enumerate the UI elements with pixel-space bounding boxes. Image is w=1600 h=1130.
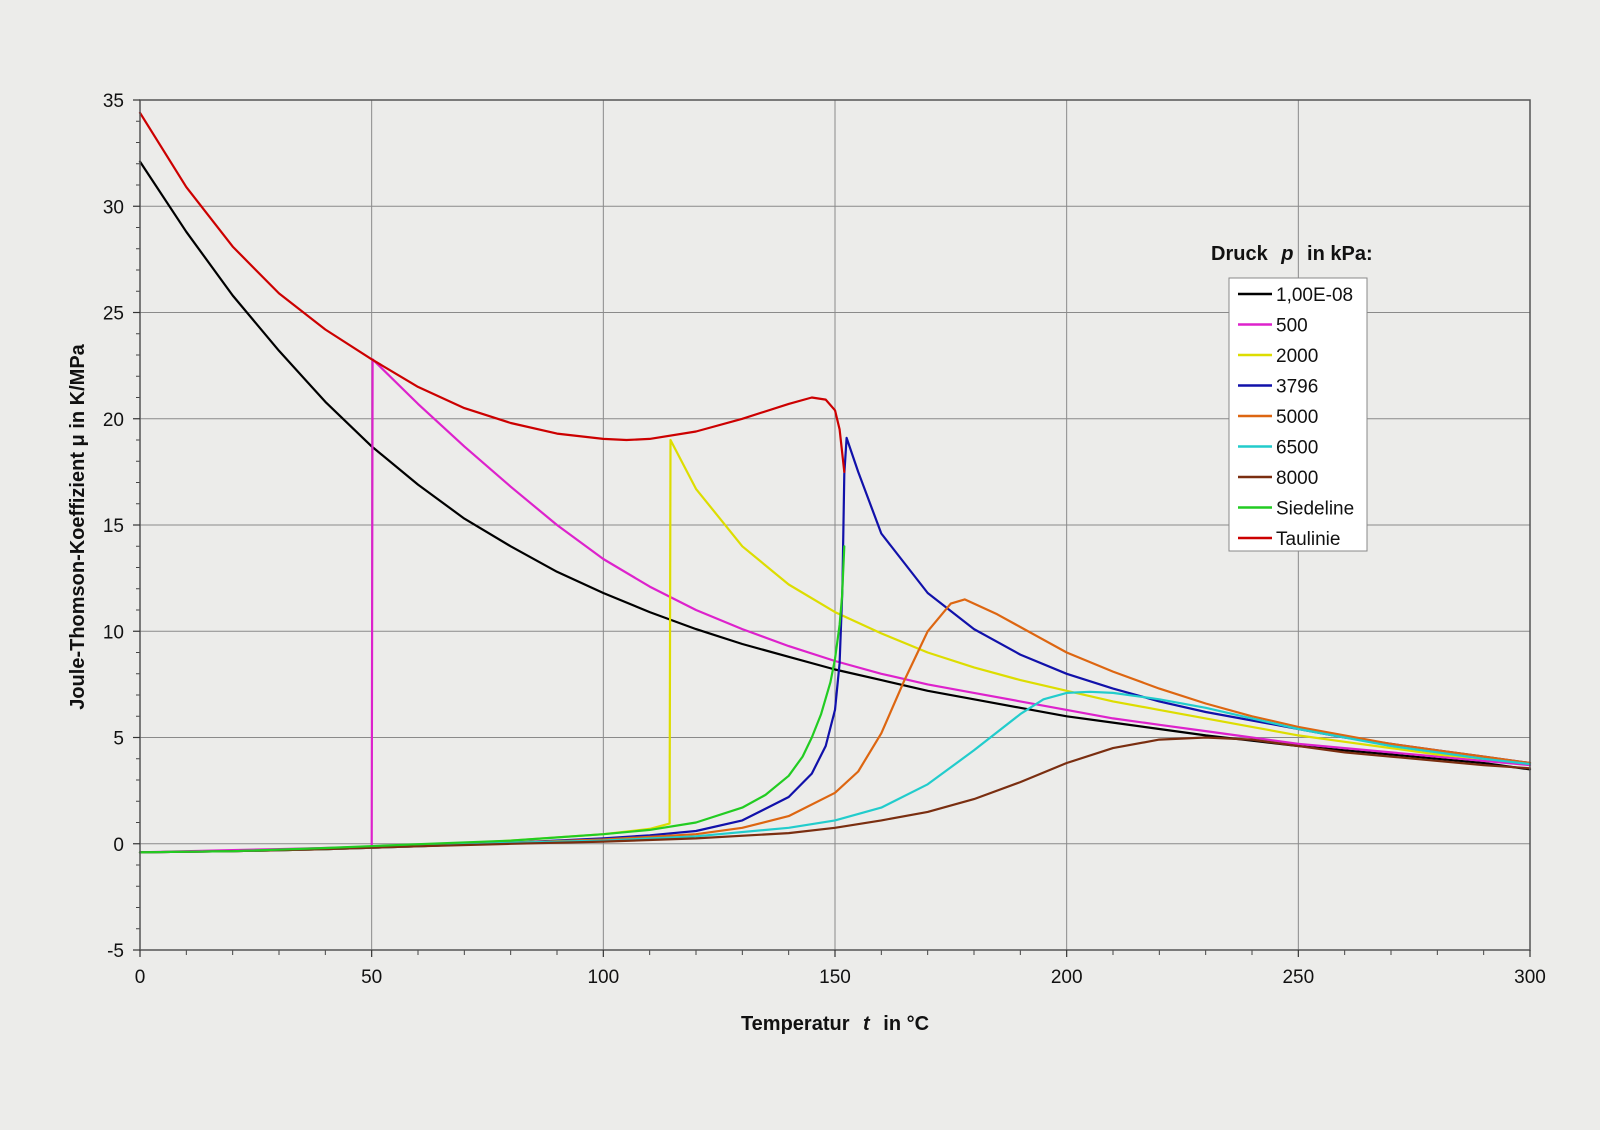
series-line-8 [138, 111, 846, 473]
series-line-6 [138, 736, 1532, 854]
legend-label: 500 [1276, 316, 1308, 337]
x-tick-label: 50 [361, 967, 382, 988]
legend: Druck p in kPa: 1,00E-08 500 2000 3796 5000 6… [1211, 243, 1373, 552]
legend-title-text: Druck [1211, 243, 1269, 265]
y-tick-label: 0 [113, 835, 124, 856]
y-tick-label: 25 [103, 304, 124, 325]
x-axis-title: Temperatur t in °C [741, 1013, 929, 1035]
x-tick-label: 200 [1051, 967, 1083, 988]
y-tick-label: 15 [103, 516, 124, 537]
legend-label: Siedeline [1276, 499, 1354, 520]
x-tick-label: 0 [135, 967, 146, 988]
y-tick-label: 35 [103, 91, 124, 112]
legend-label: 5000 [1276, 407, 1318, 428]
y-tick-label: 10 [103, 622, 124, 643]
legend-label: 3796 [1276, 377, 1318, 398]
x-tick-label: 300 [1514, 967, 1546, 988]
legend-items: 1,00E-08 500 2000 3796 5000 6500 8000 Siedeline… [1238, 285, 1354, 550]
y-axis-ticks: -5 0 5 10 15 20 25 30 35 [103, 91, 140, 962]
series-line-1 [138, 358, 1532, 854]
x-axis-title-unit: in °C [883, 1013, 929, 1035]
x-tick-label: 100 [587, 967, 619, 988]
legend-title-unit: in kPa: [1307, 243, 1373, 265]
series-line-7 [138, 545, 846, 854]
series-layer [138, 111, 1532, 854]
y-tick-label: 20 [103, 410, 124, 431]
legend-title-var: p [1280, 243, 1293, 265]
x-tick-label: 250 [1282, 967, 1314, 988]
legend-label: 2000 [1276, 346, 1318, 367]
legend-label: 6500 [1276, 438, 1318, 459]
x-axis-title-var: t [863, 1013, 871, 1035]
x-tick-label: 150 [819, 967, 851, 988]
legend-title: Druck p in kPa: [1211, 243, 1373, 265]
legend-label: Taulinie [1276, 529, 1340, 550]
legend-label: 8000 [1276, 468, 1318, 489]
y-axis-title: Joule-Thomson-Koeffizient μ in K/MPa [67, 343, 89, 709]
legend-label: 1,00E-08 [1276, 285, 1353, 306]
y-tick-label: 5 [113, 729, 124, 750]
y-tick-label: -5 [107, 941, 124, 962]
x-axis-title-text: Temperatur [741, 1013, 850, 1035]
y-tick-label: 30 [103, 197, 124, 218]
x-axis-ticks: 0 50 100 150 200 250 300 [135, 950, 1546, 988]
